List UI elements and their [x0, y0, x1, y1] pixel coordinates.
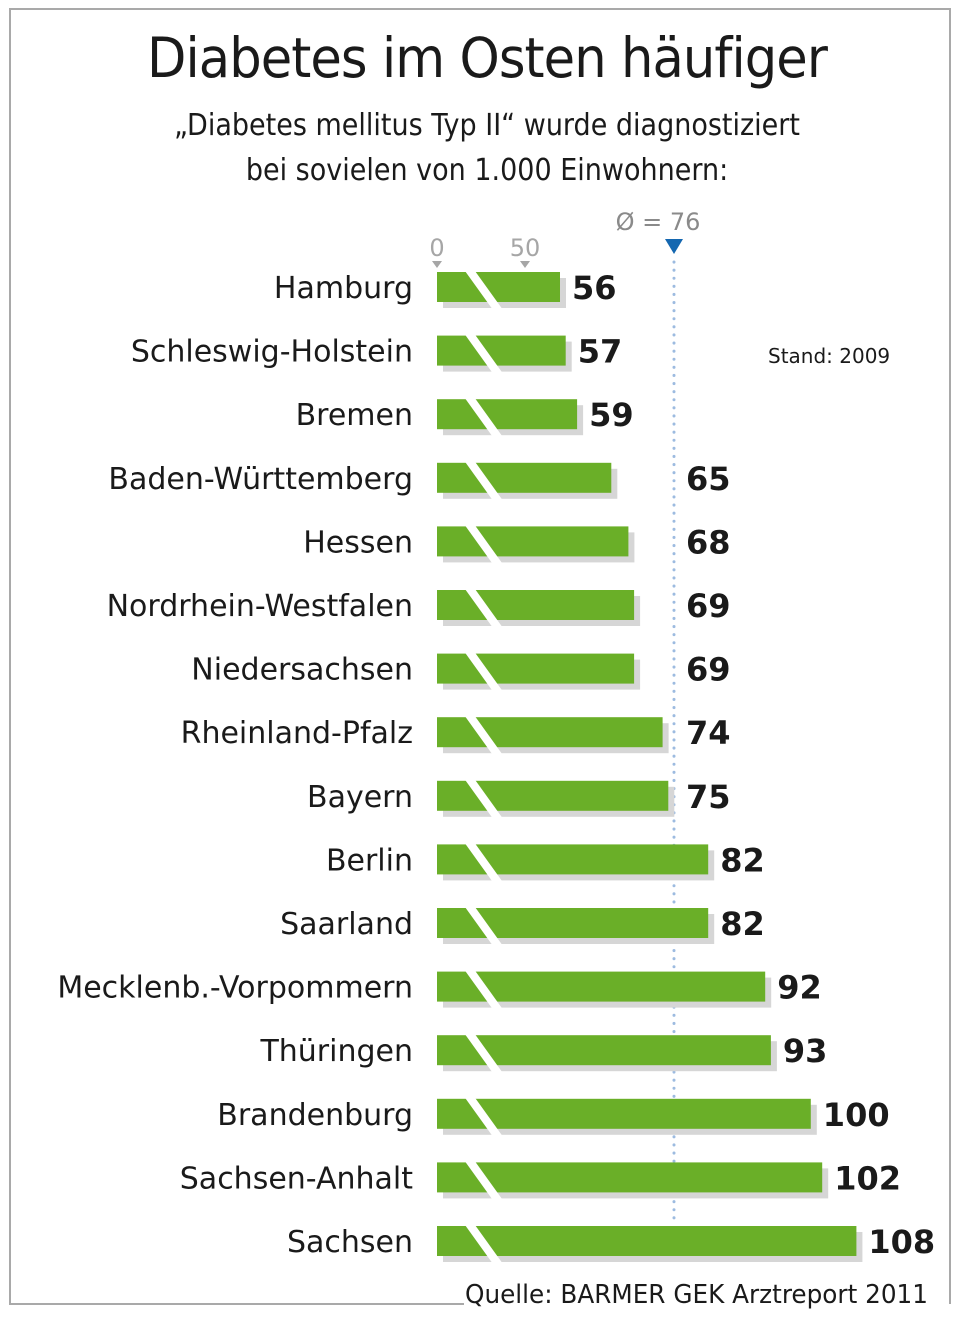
value-label: 74 [686, 714, 731, 752]
value-label: 69 [686, 587, 731, 625]
axis-break-slash [465, 525, 503, 565]
bar-0 [437, 272, 560, 302]
category-label: Bayern [307, 780, 413, 815]
axis-break-slash [465, 1225, 503, 1264]
frame-border-bottom [9, 1303, 464, 1305]
frame-border-right [949, 8, 951, 1276]
bar-1 [437, 335, 566, 366]
value-label: 92 [777, 969, 822, 1007]
category-label: Hamburg [274, 271, 413, 306]
axis-break-slash [465, 652, 503, 692]
bar-5 [437, 590, 635, 620]
category-label: Berlin [326, 843, 413, 878]
value-label: 56 [572, 269, 617, 307]
axis-break-slash [465, 589, 503, 628]
value-label: 69 [686, 651, 731, 689]
category-label: Bremen [296, 398, 413, 433]
axis-break-slash [465, 461, 503, 501]
category-label: Thüringen [259, 1034, 413, 1069]
category-label: Brandenburg [217, 1098, 413, 1133]
axis-tick-marker-icon [520, 261, 530, 268]
source-note: Quelle: BARMER GEK Arztreport 2011 [465, 1280, 928, 1310]
average-label: Ø = 76 [616, 208, 701, 236]
chart-subtitle-line1: „Diabetes mellitus Typ II“ wurde diagnos… [174, 108, 800, 143]
category-label: Niedersachsen [191, 653, 413, 688]
value-label: 82 [720, 905, 765, 943]
category-label: Rheinland-Pfalz [181, 716, 413, 751]
average-marker-icon [665, 239, 683, 254]
bar-13 [437, 1098, 811, 1129]
bar-2 [437, 399, 578, 430]
axis-tick-marker-icon [432, 261, 442, 268]
axis-tick-label-0: 0 [429, 234, 444, 262]
bar-14 [437, 1162, 823, 1193]
axis-break-slash [465, 1034, 503, 1074]
value-label: 102 [834, 1159, 901, 1197]
axis-break-slash [465, 716, 503, 756]
category-label: Sachsen-Anhalt [180, 1161, 413, 1196]
bar-4 [437, 526, 629, 557]
category-label: Mecklenb.-Vorpommern [57, 971, 413, 1006]
axis-break-slash [465, 271, 503, 310]
axis-break-slash [465, 334, 503, 374]
stand-note: Stand: 2009 [768, 344, 891, 368]
axis-break-slash [465, 779, 503, 819]
chart-title: Diabetes im Osten häufiger [147, 26, 828, 90]
value-label: 65 [686, 460, 731, 498]
bar-3 [437, 462, 612, 493]
value-label: 75 [686, 778, 731, 816]
category-label: Schleswig-Holstein [131, 335, 413, 370]
axis-break-slash [465, 907, 503, 946]
axis-break-slash [465, 1097, 503, 1137]
bar-15 [437, 1226, 857, 1256]
value-label: 59 [589, 396, 634, 434]
category-label: Sachsen [287, 1225, 413, 1260]
chart-subtitle-line2: bei sovielen von 1.000 Einwohnern: [245, 153, 729, 188]
value-label: 57 [578, 333, 623, 371]
bar-6 [437, 653, 635, 684]
category-label: Baden-Württemberg [108, 462, 413, 497]
category-label: Saarland [280, 907, 413, 942]
value-label: 108 [868, 1223, 935, 1261]
category-label: Nordrhein-Westfalen [107, 589, 413, 624]
category-label: Hessen [303, 525, 413, 560]
axis-tick-label-50: 50 [510, 234, 541, 262]
value-label: 82 [720, 841, 765, 879]
axis-break-slash [465, 398, 503, 438]
axis-break-slash [465, 970, 503, 1010]
value-label: 100 [823, 1096, 890, 1134]
value-label: 68 [686, 523, 731, 561]
value-label: 93 [783, 1032, 828, 1070]
axis-break-slash [465, 843, 503, 883]
axis-break-slash [465, 1161, 503, 1201]
